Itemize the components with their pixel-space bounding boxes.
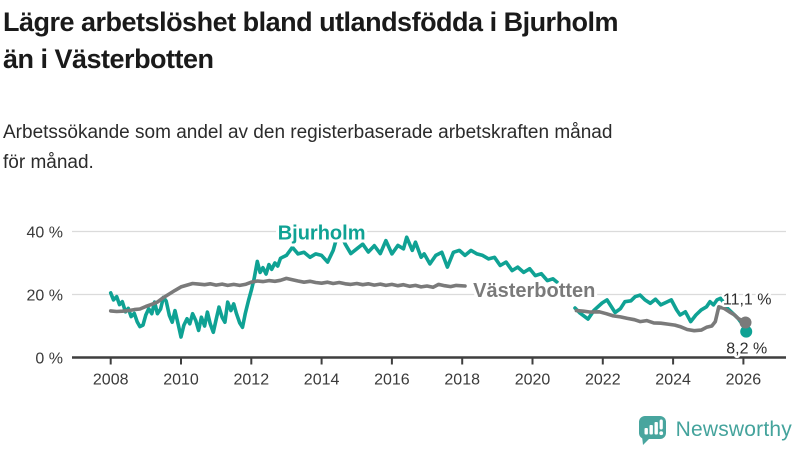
brand-footer: Newsworthy: [635, 413, 792, 446]
y-axis-tick-label: 0 %: [35, 351, 63, 368]
y-axis-tick-label: 20 %: [27, 288, 63, 305]
end-dot-västerbotten: [739, 316, 752, 329]
series-line-västerbotten: [574, 304, 748, 333]
x-axis-tick-label: 2008: [93, 372, 129, 389]
subtitle-line-1: Arbetssökande som andel av den registerb…: [3, 122, 613, 143]
series-label-västerbotten: Västerbotten: [473, 280, 595, 302]
end-value-label-bjurholm: 8,2 %: [726, 341, 767, 358]
page-title: Lägre arbetslöshet bland utlandsfödda i …: [3, 4, 619, 78]
x-axis-tick-label: 2024: [655, 372, 691, 389]
subtitle-line-2: för månad.: [3, 152, 94, 173]
x-axis-tick-label: 2018: [444, 372, 480, 389]
x-axis-tick-label: 2016: [374, 372, 410, 389]
series-line-bjurholm: [573, 293, 749, 334]
chart-label-group: 8,2 % Bjurholm 11,1 % Västerbotten: [275, 219, 774, 360]
x-axis-tick-label: 2012: [234, 372, 270, 389]
series-label-bjurholm: Bjurholm: [278, 222, 366, 244]
title-line-1: Lägre arbetslöshet bland utlandsfödda i …: [3, 7, 619, 37]
title-line-2: än i Västerbotten: [3, 44, 214, 74]
newsworthy-logo-icon: [638, 416, 666, 445]
series-line-västerbotten: [108, 276, 467, 314]
chart-grid-group: [72, 230, 786, 359]
chart-axis-group: 0 % 20 % 40 % 2008 2010 2012 2014 2016 2018 2020 2…: [27, 225, 762, 389]
x-axis-tick-label: 2026: [726, 372, 762, 389]
end-dot-bjurholm: [740, 325, 753, 338]
end-value-label-västerbotten: 11,1 %: [723, 292, 772, 309]
x-axis-tick-label: 2020: [515, 372, 551, 389]
brand-name: Newsworthy: [675, 417, 792, 441]
chart-subtitle: Arbetssökande som andel av den registerb…: [3, 118, 612, 178]
x-axis-tick-label: 2010: [163, 372, 199, 389]
y-axis-tick-label: 40 %: [27, 225, 63, 242]
x-axis-tick-label: 2022: [585, 372, 621, 389]
x-axis-tick-label: 2014: [304, 372, 340, 389]
chart-series-group: [108, 227, 749, 339]
